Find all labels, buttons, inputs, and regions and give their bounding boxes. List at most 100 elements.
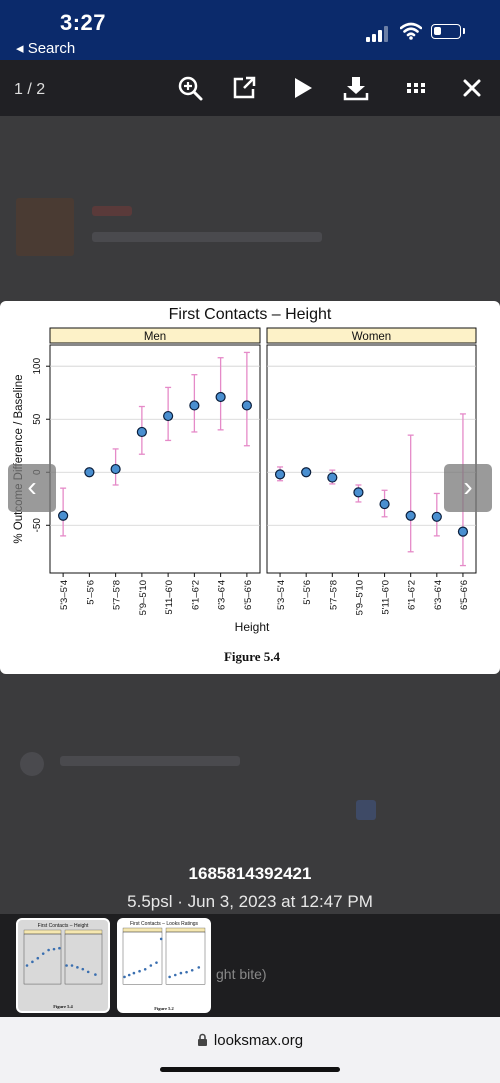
- data-point: [457, 526, 469, 537]
- image-viewer-card: First Contacts – Height Height % Outcome D…: [0, 301, 500, 674]
- data-point: [405, 510, 416, 521]
- thumbnail-point: [25, 964, 29, 967]
- figure-caption: Figure 5.4: [224, 649, 281, 664]
- zoom-in-icon[interactable]: [176, 74, 204, 102]
- wifi-icon: [399, 22, 423, 40]
- url-text[interactable]: looksmax.org: [0, 1032, 500, 1050]
- x-tick-label: 5'7–5'8: [112, 580, 123, 610]
- status-time: 3:27: [60, 10, 107, 35]
- thumbnail-point: [138, 969, 141, 973]
- thumbnail-strip-header: [122, 927, 163, 933]
- data-point: [353, 487, 364, 498]
- thumbnail-2[interactable]: First Contacts – Looks Ratings Figure 5.2: [117, 918, 211, 1013]
- panel-frame: [49, 344, 261, 574]
- x-tick-label: 5'11–6'0: [164, 580, 175, 615]
- previous-image-button[interactable]: ‹: [8, 464, 56, 512]
- download-icon[interactable]: [342, 74, 370, 102]
- x-tick-label: 6'5–6'6: [459, 580, 470, 610]
- data-point: [274, 469, 286, 480]
- thumbnail-caption: Figure 5.2: [154, 1006, 174, 1011]
- thumbnail-point: [127, 973, 131, 977]
- panel-frame: [266, 344, 477, 574]
- data-point: [241, 400, 252, 411]
- play-icon[interactable]: [289, 74, 317, 102]
- background-avatar-small: [20, 752, 44, 776]
- thumbnail-title: First Contacts – Looks Ratings: [130, 921, 199, 927]
- thumbnail-chart: First Contacts – Looks Ratings Figure 5.2: [122, 921, 206, 1011]
- thumbnail-point: [173, 973, 177, 977]
- thumbnail-point: [86, 970, 90, 974]
- battery-tip: [463, 28, 465, 34]
- y-tick-label: -50: [32, 518, 43, 533]
- x-tick-label: 5'7–5'8: [328, 580, 339, 610]
- thumbnail-caption: Figure 5.4: [53, 1004, 73, 1009]
- thumbnail-point: [149, 964, 153, 967]
- panel-strip: [266, 327, 477, 344]
- thumbnail-point: [36, 956, 40, 960]
- background-avatar: [16, 198, 74, 256]
- thumbnail-point: [155, 961, 158, 964]
- x-tick-label: 6'1–6'2: [407, 580, 418, 610]
- y-tick-label: 100: [32, 357, 43, 374]
- thumbnail-point: [31, 960, 34, 964]
- thumbnail-title: First Contacts – Height: [38, 923, 89, 929]
- background-reaction: [356, 800, 376, 820]
- x-tick-label: 6'5–6'6: [243, 580, 254, 610]
- image-title: 1685814392421: [188, 864, 312, 883]
- x-tick-label: 6'3–6'4: [433, 580, 444, 610]
- panel-strip: [49, 327, 261, 344]
- image-meta: 5.5psl · Jun 3, 2023 at 12:47 PM: [127, 892, 373, 911]
- grid-icon[interactable]: [402, 74, 430, 102]
- battery-icon: [431, 24, 461, 39]
- background-line: [60, 756, 240, 766]
- data-point: [379, 498, 390, 510]
- back-to-search-link[interactable]: ◂ Search: [16, 40, 76, 57]
- panel-label: Women: [352, 331, 391, 343]
- thumbnail-point: [58, 946, 61, 950]
- thumbnail-point: [65, 964, 68, 967]
- thumbnail-point: [41, 952, 45, 955]
- x-tick-label: 5'9–5'10: [354, 580, 365, 615]
- data-point: [189, 400, 200, 411]
- y-tick-label: 50: [32, 413, 43, 425]
- cellular-signal-icon: [366, 26, 392, 42]
- thumbnail-point: [159, 937, 163, 941]
- data-point: [58, 510, 69, 521]
- data-point: [431, 511, 442, 522]
- data-point: [136, 426, 147, 438]
- background-page: [0, 116, 500, 301]
- viewer-toolbar: [0, 60, 500, 116]
- thumbnail-strip-header: [64, 929, 103, 935]
- data-point: [84, 467, 95, 478]
- thumbnail-1[interactable]: First Contacts – Height Figure 5.4: [16, 918, 110, 1013]
- x-tick-label: 6'1–6'2: [190, 580, 201, 610]
- open-external-icon[interactable]: [230, 74, 258, 102]
- background-text: ght bite): [216, 966, 267, 982]
- thumbnail-frame: [165, 931, 206, 985]
- thumbnail-point: [70, 964, 74, 967]
- x-tick-label: 5'3–5'4: [59, 580, 70, 610]
- thumbnail-point: [190, 968, 194, 972]
- data-point: [110, 463, 121, 475]
- background-line: [92, 232, 322, 242]
- panel-label: Men: [144, 331, 166, 343]
- thumbnail-strip-header: [165, 927, 206, 933]
- y-axis-label: % Outcome Difference / Baseline: [13, 374, 25, 543]
- next-image-button[interactable]: ›: [444, 464, 492, 512]
- data-point: [163, 410, 174, 422]
- thumbnail-strip-header: [23, 929, 62, 935]
- chart-canvas: First Contacts – Height Height % Outcome D…: [13, 306, 477, 664]
- thumbnail-point: [132, 971, 136, 975]
- thumbnail-point: [168, 975, 171, 979]
- thumbnail-point: [81, 967, 85, 971]
- thumbnail-point: [185, 970, 188, 974]
- x-tick-label: 6'3–6'4: [217, 580, 228, 610]
- close-icon[interactable]: [458, 74, 486, 102]
- thumbnail-point: [197, 966, 201, 969]
- thumbnail-point: [47, 948, 50, 952]
- thumbnail-chart: First Contacts – Height Figure 5.4: [23, 923, 103, 1009]
- browser-url-bar[interactable]: [0, 1017, 500, 1083]
- thumbnail-point: [76, 966, 79, 969]
- chart-title: First Contacts – Height: [169, 306, 332, 323]
- x-tick-label: 5'11–6'0: [381, 580, 392, 615]
